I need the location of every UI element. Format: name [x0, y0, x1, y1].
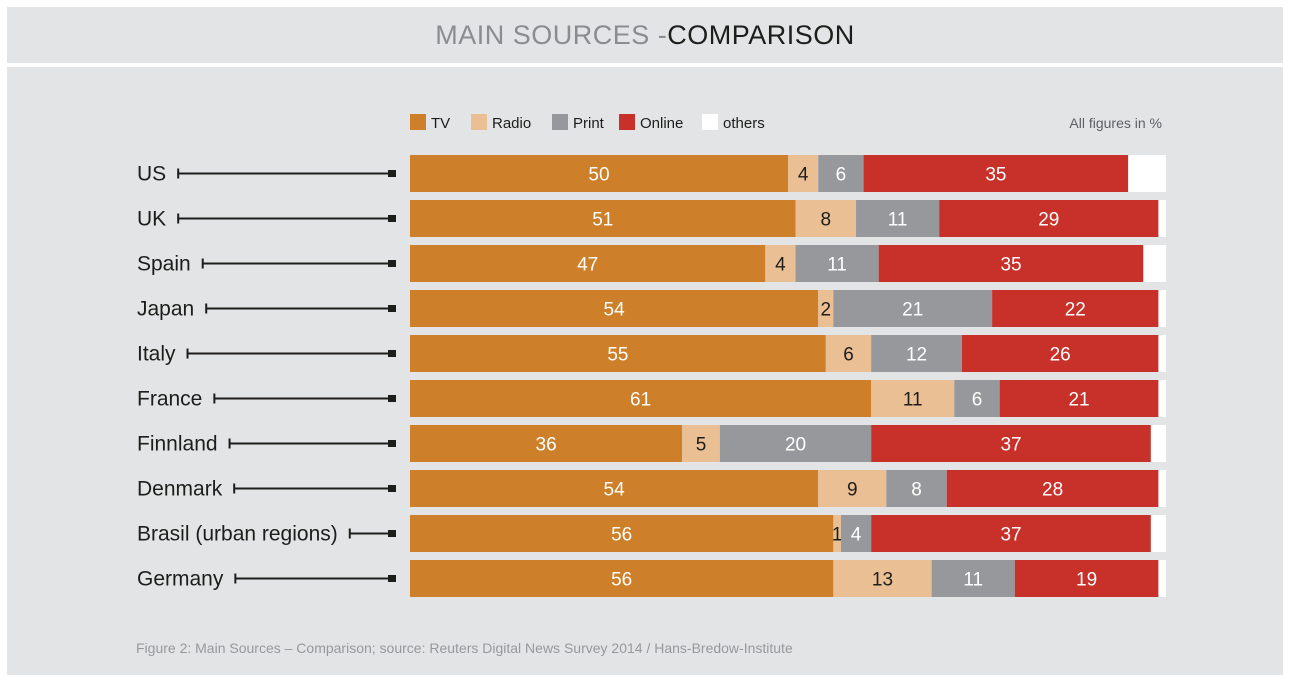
leader-end-marker — [388, 350, 396, 357]
bar-segment-others — [1128, 155, 1166, 192]
bar-segment-others — [1151, 515, 1166, 552]
data-label-tv: 36 — [536, 435, 557, 456]
data-label-online: 28 — [1042, 480, 1063, 501]
bar-segment-others — [1158, 560, 1166, 597]
data-label-online: 21 — [1068, 390, 1089, 411]
legend-swatch-online — [619, 114, 635, 130]
bar-segment-others — [1158, 335, 1166, 372]
legend-swatch-print — [552, 114, 568, 130]
data-label-tv: 54 — [604, 480, 626, 501]
data-label-radio: 9 — [847, 480, 858, 501]
units-note: All figures in % — [1069, 115, 1162, 131]
data-label-radio: 4 — [775, 255, 786, 276]
leader-end-marker — [388, 395, 396, 402]
category-label-denmark: Denmark — [137, 478, 223, 501]
legend-label-print: Print — [573, 115, 605, 132]
data-label-print: 11 — [827, 255, 847, 276]
data-label-tv: 61 — [630, 390, 651, 411]
leader-end-marker — [388, 530, 396, 537]
data-label-online: 19 — [1076, 570, 1097, 591]
legend-swatch-radio — [471, 114, 487, 130]
data-label-print: 4 — [851, 525, 862, 546]
bar-segment-others — [1158, 290, 1166, 327]
data-label-online: 35 — [1000, 255, 1021, 276]
data-label-tv: 51 — [592, 210, 613, 231]
bar-segment-others — [1158, 470, 1166, 507]
legend-label-tv: TV — [431, 115, 450, 132]
figure-caption: Figure 2: Main Sources – Comparison; sou… — [136, 640, 793, 656]
leader-end-marker — [388, 305, 396, 312]
leader-end-marker — [388, 440, 396, 447]
data-label-print: 6 — [836, 165, 847, 186]
bar-segment-others — [1158, 200, 1166, 237]
data-label-online: 29 — [1038, 210, 1059, 231]
leader-end-marker — [388, 215, 396, 222]
data-label-print: 11 — [888, 210, 908, 231]
data-label-online: 22 — [1065, 300, 1086, 321]
leader-end-marker — [388, 575, 396, 582]
data-label-radio: 8 — [821, 210, 832, 231]
bar-segment-others — [1143, 245, 1166, 282]
data-label-radio: 5 — [696, 435, 707, 456]
legend-label-online: Online — [640, 115, 683, 132]
data-label-print: 11 — [963, 570, 983, 591]
category-label-italy: Italy — [137, 343, 176, 366]
data-label-online: 35 — [985, 165, 1006, 186]
category-label-us: US — [137, 163, 166, 186]
legend-label-radio: Radio — [492, 115, 531, 132]
legend-swatch-others — [702, 114, 718, 130]
data-label-radio: 2 — [821, 300, 832, 321]
category-label-france: France — [137, 388, 202, 411]
data-label-online: 37 — [1000, 525, 1021, 546]
category-label-germany: Germany — [137, 568, 224, 591]
category-label-brasil-urban-regions: Brasil (urban regions) — [137, 523, 338, 546]
data-label-tv: 55 — [607, 345, 628, 366]
data-label-tv: 50 — [588, 165, 609, 186]
category-label-uk: UK — [137, 208, 166, 231]
data-label-radio: 6 — [843, 345, 854, 366]
data-label-tv: 56 — [611, 525, 632, 546]
data-label-online: 26 — [1050, 345, 1071, 366]
category-label-japan: Japan — [137, 298, 194, 321]
data-label-tv: 54 — [604, 300, 626, 321]
data-label-tv: 47 — [577, 255, 598, 276]
data-label-print: 12 — [906, 345, 927, 366]
data-label-print: 6 — [972, 390, 983, 411]
data-label-radio: 4 — [798, 165, 809, 186]
bar-segment-others — [1151, 425, 1166, 462]
category-label-spain: Spain — [137, 253, 191, 276]
legend-swatch-tv — [410, 114, 426, 130]
bar-segment-others — [1158, 380, 1166, 417]
legend-label-others: others — [723, 115, 765, 132]
data-label-print: 20 — [785, 435, 806, 456]
data-label-radio: 11 — [903, 390, 923, 411]
data-label-radio: 1 — [832, 525, 843, 546]
data-label-radio: 13 — [872, 570, 893, 591]
data-label-online: 37 — [1000, 435, 1021, 456]
leader-end-marker — [388, 260, 396, 267]
leader-end-marker — [388, 170, 396, 177]
data-label-print: 8 — [911, 480, 922, 501]
leader-end-marker — [388, 485, 396, 492]
data-label-tv: 56 — [611, 570, 632, 591]
data-label-print: 21 — [902, 300, 923, 321]
category-label-finnland: Finnland — [137, 433, 218, 456]
